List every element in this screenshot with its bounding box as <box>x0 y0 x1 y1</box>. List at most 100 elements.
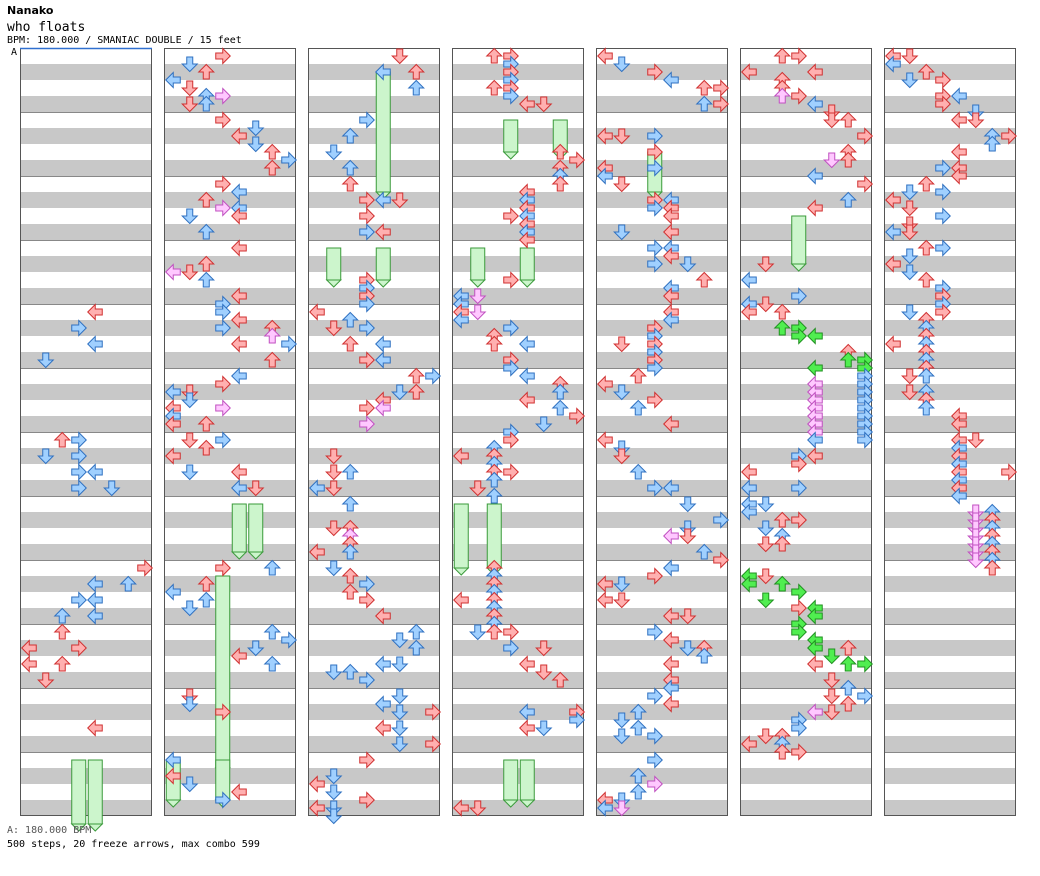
step-arrow <box>885 55 901 73</box>
step-arrow <box>197 575 215 592</box>
step-arrow <box>53 607 71 624</box>
step-arrow <box>503 623 519 641</box>
step-arrow <box>839 695 857 712</box>
step-arrow <box>967 528 985 545</box>
step-arrow <box>647 127 663 145</box>
step-arrow <box>551 383 569 400</box>
step-arrow <box>391 736 409 753</box>
step-arrow <box>359 319 375 337</box>
step-arrow <box>197 63 215 80</box>
step-arrow <box>791 327 807 345</box>
step-arrow <box>37 352 55 369</box>
step-arrow <box>791 623 807 641</box>
step-arrow <box>359 207 375 225</box>
step-arrow <box>807 359 823 377</box>
step-arrow <box>679 640 697 657</box>
step-arrow <box>773 47 791 64</box>
step-arrow <box>215 87 231 105</box>
step-arrow <box>613 56 631 73</box>
step-arrow <box>613 128 631 145</box>
step-arrow <box>839 655 857 672</box>
step-arrow <box>647 623 663 641</box>
step-arrow <box>485 471 503 488</box>
step-arrow <box>597 167 613 185</box>
step-arrow <box>181 384 199 401</box>
step-arrow <box>341 543 359 560</box>
step-arrow <box>1001 127 1017 145</box>
chart-column <box>308 48 440 816</box>
step-arrow <box>663 223 679 241</box>
step-arrow <box>341 567 359 584</box>
step-arrow <box>181 600 199 617</box>
step-arrow <box>695 79 713 96</box>
step-arrow <box>165 447 181 465</box>
step-arrow <box>741 503 757 521</box>
freeze-arrow <box>375 247 392 288</box>
step-arrow <box>647 687 663 705</box>
step-arrow <box>325 560 343 577</box>
step-arrow <box>951 167 967 185</box>
step-arrow <box>215 199 231 217</box>
step-arrow <box>917 175 935 192</box>
step-arrow <box>679 520 697 537</box>
step-arrow <box>181 696 199 713</box>
step-arrow <box>309 543 325 561</box>
step-arrow <box>629 767 647 784</box>
step-arrow <box>359 191 375 209</box>
step-arrow <box>87 591 103 609</box>
step-arrow <box>519 719 535 737</box>
step-arrow <box>597 431 613 449</box>
step-arrow <box>485 487 503 504</box>
step-arrow <box>87 335 103 353</box>
step-arrow <box>165 767 181 785</box>
step-arrow <box>857 431 873 449</box>
step-arrow <box>535 640 553 657</box>
step-arrow <box>281 151 297 169</box>
step-arrow <box>663 679 679 697</box>
freeze-arrow <box>375 71 392 200</box>
step-arrow <box>807 199 823 217</box>
step-arrow <box>935 95 951 113</box>
step-arrow <box>713 551 729 569</box>
freeze-arrow <box>519 247 536 288</box>
step-arrow <box>165 583 181 601</box>
step-arrow <box>181 776 199 793</box>
step-arrow <box>375 191 391 209</box>
step-arrow <box>1001 463 1017 481</box>
step-arrow <box>613 592 631 609</box>
step-arrow <box>741 63 757 81</box>
step-arrow <box>857 175 873 193</box>
step-arrow <box>231 127 247 145</box>
step-arrow <box>247 120 265 137</box>
step-arrow <box>613 728 631 745</box>
step-arrow <box>359 415 375 433</box>
step-arrow <box>341 495 359 512</box>
step-arrow <box>629 463 647 480</box>
step-arrow <box>341 175 359 192</box>
step-arrow <box>519 367 535 385</box>
step-arrow <box>901 368 919 385</box>
step-arrow <box>647 63 663 81</box>
step-arrow <box>901 384 919 401</box>
step-arrow <box>71 431 87 449</box>
step-arrow <box>663 559 679 577</box>
freeze-arrow <box>502 759 519 808</box>
step-arrow <box>231 311 247 329</box>
step-arrow <box>215 319 231 337</box>
step-arrow <box>535 416 553 433</box>
step-arrow <box>647 567 663 585</box>
step-arrow <box>87 607 103 625</box>
step-arrow <box>901 184 919 201</box>
step-arrow <box>597 591 613 609</box>
chart-column <box>20 47 152 816</box>
step-arrow <box>629 399 647 416</box>
step-arrow <box>485 335 503 352</box>
step-arrow <box>359 575 375 593</box>
step-arrow <box>823 688 841 705</box>
step-arrow <box>519 231 535 249</box>
step-arrow <box>231 783 247 801</box>
step-arrow <box>629 703 647 720</box>
step-arrow <box>647 775 663 793</box>
step-arrow <box>21 655 37 673</box>
step-arrow <box>967 432 985 449</box>
